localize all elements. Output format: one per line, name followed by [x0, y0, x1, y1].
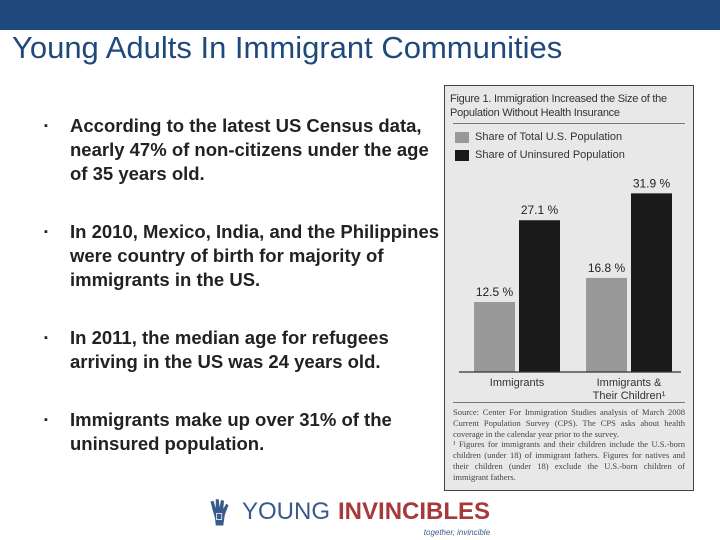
divider	[453, 123, 685, 124]
logo-tagline: together, invincible	[423, 528, 491, 537]
bar	[631, 193, 672, 372]
chart-source: Source: Center For Immigration Studies a…	[453, 407, 685, 482]
figure-chart: Figure 1. Immigration Increased the Size…	[444, 85, 694, 491]
divider	[453, 402, 685, 403]
bullet-marker: ▪	[44, 332, 48, 344]
bar	[519, 220, 560, 372]
data-label: 16.8 %	[588, 261, 626, 275]
hand-icon	[210, 499, 229, 526]
category-label: Immigrants &	[597, 377, 662, 389]
bar-chart: 12.5 % 16.8 % 27.1 % 31.9 % Immigrants Immigr…	[459, 176, 681, 402]
chart-title: Figure 1. Immigration Increased the Size…	[450, 93, 667, 119]
legend-item: Share of Uninsured Population	[455, 149, 625, 162]
bar	[586, 277, 627, 372]
slide-title: Young Adults In Immigrant Communities	[12, 30, 563, 65]
category-label: Their Children¹	[593, 390, 666, 402]
legend-swatch	[455, 149, 469, 161]
data-label: 31.9 %	[633, 176, 671, 190]
legend-item: Share of Total U.S. Population	[455, 131, 622, 144]
bullet-marker: ▪	[44, 226, 48, 238]
logo-word-invincibles: INVINCIBLES	[338, 498, 491, 525]
legend-swatch	[455, 131, 469, 143]
bullet-marker: ▪	[44, 120, 48, 132]
data-label: 27.1 %	[521, 203, 559, 217]
bar	[474, 302, 515, 372]
header-bar	[0, 0, 720, 30]
logo-wordmark: YOUNG INVINCIBLES	[206, 497, 490, 527]
young-invincibles-logo: YOUNG INVINCIBLES together, invincible	[206, 497, 490, 540]
logo-word-young: YOUNG	[242, 498, 331, 525]
data-label: 12.5 %	[476, 285, 514, 299]
category-label: Immigrants	[490, 377, 545, 389]
bullet-marker: ▪	[44, 414, 48, 426]
